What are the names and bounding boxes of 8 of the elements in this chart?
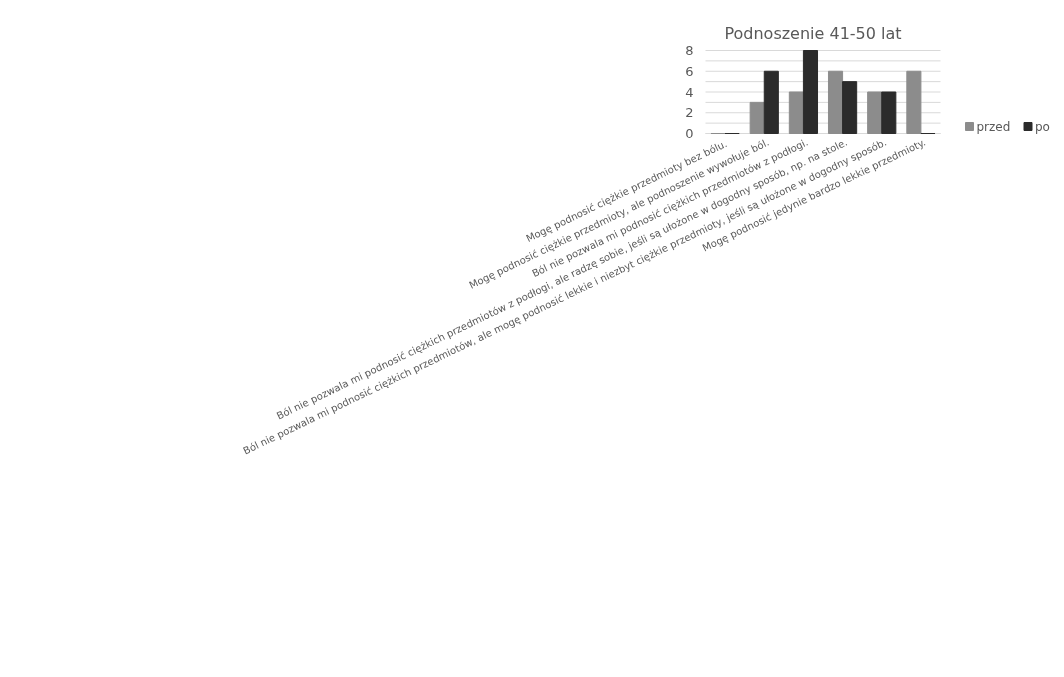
y-tick-label: 2: [685, 105, 694, 121]
y-tick-label: 8: [685, 43, 694, 58]
y-tick-label: 0: [685, 126, 694, 141]
chart-title: Podnoszenie 41-50 lat: [724, 24, 902, 43]
legend-label: po: [1035, 119, 1050, 134]
legend-label: przed: [976, 119, 1011, 134]
y-tick-label: 4: [685, 84, 694, 100]
y-tick-label: 6: [685, 63, 694, 79]
